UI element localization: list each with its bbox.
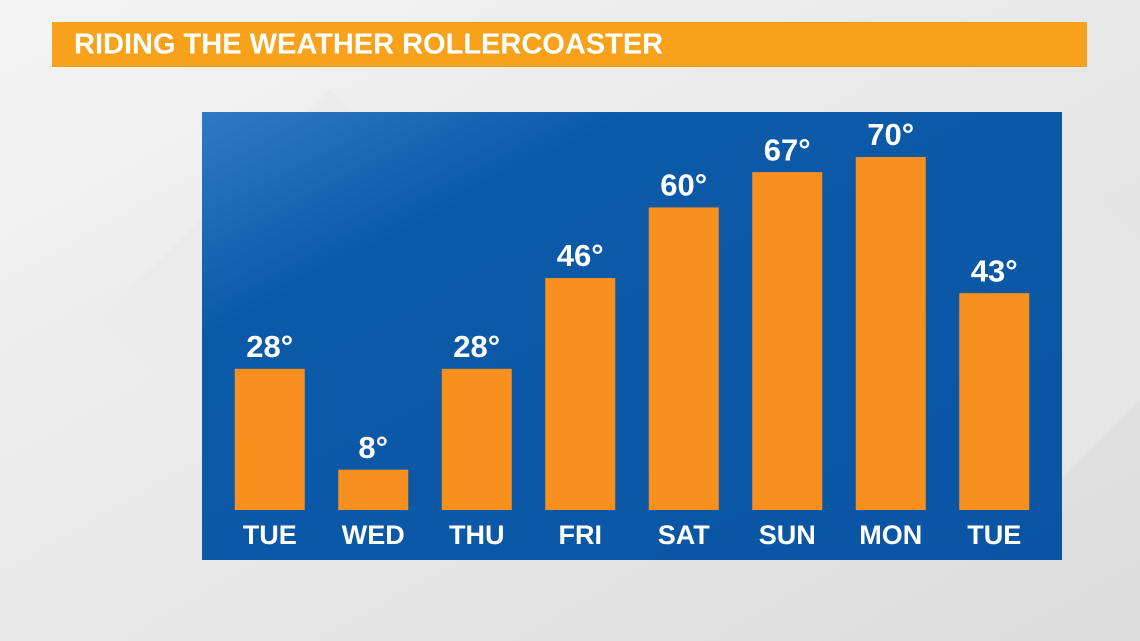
- bar: [234, 368, 305, 510]
- value-label: 70°: [867, 117, 914, 152]
- chart-panel: [202, 112, 1062, 560]
- bar: [545, 278, 616, 510]
- x-tick-label: SUN: [759, 520, 816, 550]
- x-tick-label: MON: [859, 520, 922, 550]
- value-label: 46°: [557, 238, 604, 273]
- x-tick-label: THU: [449, 520, 505, 550]
- value-label: 60°: [660, 168, 707, 203]
- x-tick-label: FRI: [559, 520, 603, 550]
- value-label: 28°: [246, 329, 293, 364]
- bar: [441, 368, 512, 510]
- title-bar: [52, 22, 1087, 67]
- value-label: 28°: [453, 329, 500, 364]
- value-label: 8°: [358, 430, 388, 465]
- x-tick-label: TUE: [243, 520, 297, 550]
- value-label: 43°: [971, 253, 1018, 288]
- bar: [648, 207, 719, 510]
- x-tick-label: TUE: [967, 520, 1021, 550]
- bar: [959, 293, 1030, 510]
- bar: [338, 469, 409, 510]
- bar: [855, 157, 926, 510]
- chart-title: RIDING THE WEATHER ROLLERCOASTER: [74, 29, 663, 61]
- bar: [752, 172, 823, 510]
- value-label: 67°: [764, 132, 811, 167]
- x-tick-label: SAT: [658, 520, 711, 550]
- x-tick-label: WED: [342, 520, 405, 550]
